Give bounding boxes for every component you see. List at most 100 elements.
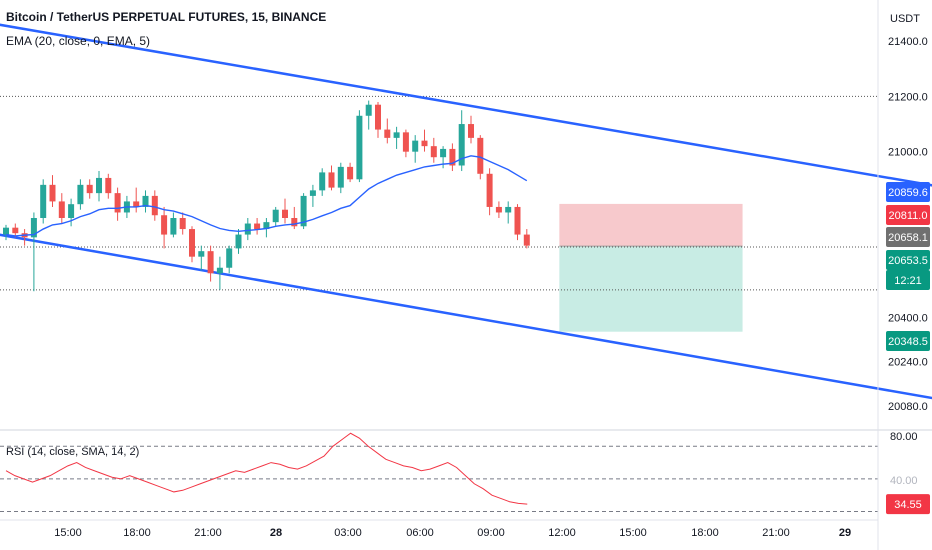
price-badge-bg xyxy=(886,270,930,290)
candle-body xyxy=(272,209,279,223)
candle-body xyxy=(133,201,140,207)
candle-body xyxy=(412,140,419,152)
rsi-legend: RSI (14, close, SMA, 14, 2) xyxy=(6,446,140,458)
price-axis: USDT21400.021200.021000.020400.020240.02… xyxy=(877,0,928,550)
rsi-line xyxy=(5,432,528,505)
price-badge-text: 20658.1 xyxy=(888,232,928,244)
candles xyxy=(3,100,530,292)
price-badge: 20653.5 xyxy=(886,250,930,270)
candle-body xyxy=(216,267,223,274)
time-tick: 21:00 xyxy=(194,527,222,539)
time-tick: 15:00 xyxy=(619,527,647,539)
candle-body xyxy=(86,184,93,194)
candle-body xyxy=(468,124,474,138)
candle-body xyxy=(375,104,381,130)
candle-body xyxy=(337,166,344,188)
candle-body xyxy=(105,177,112,194)
time-tick: 09:00 xyxy=(477,527,505,539)
rsi-panel xyxy=(0,429,932,512)
price-badge-bg xyxy=(886,227,930,247)
channel-line-lower xyxy=(0,233,932,400)
candle-body xyxy=(328,172,335,188)
candle-body xyxy=(49,184,56,202)
candle-body xyxy=(300,195,307,227)
channel-line-upper xyxy=(0,23,932,187)
candle-body xyxy=(244,223,251,235)
candle-body xyxy=(254,223,261,230)
ema-line xyxy=(5,155,528,237)
time-tick: 18:00 xyxy=(123,527,151,539)
candle-body xyxy=(226,248,233,268)
price-badge: 20811.0 xyxy=(886,205,930,225)
level-lines xyxy=(0,95,878,291)
candle-body xyxy=(58,201,65,218)
price-badge-bg xyxy=(886,205,930,225)
candle-body xyxy=(170,218,177,235)
candle-body xyxy=(495,206,502,213)
price-badges: 20859.6 20811.0 20658.1 20653.5 12:21 20348.5… xyxy=(886,182,930,515)
time-tick: 15:00 xyxy=(54,527,82,539)
candle-body xyxy=(235,234,242,249)
rsi-tick: 80.00 xyxy=(890,431,918,443)
stop-loss-zone xyxy=(559,203,743,247)
candle-body xyxy=(207,251,214,274)
indicator-legend: EMA (20, close, 0, EMA, 5) xyxy=(6,34,151,48)
candle-body xyxy=(3,227,9,235)
rsi-badge: 34.55 xyxy=(886,494,930,515)
candle-body xyxy=(523,234,530,246)
price-badge-text: 20859.6 xyxy=(888,187,928,199)
time-axis: 15:00 18:00 21:00 28 03:00 06:00 09:00 12:00 15:… xyxy=(0,519,878,539)
candle-body xyxy=(505,206,512,213)
price-badge: 20348.5 xyxy=(886,331,930,351)
candle-body xyxy=(68,204,75,218)
time-tick: 21:00 xyxy=(762,527,790,539)
candle-body xyxy=(151,195,158,216)
candle-body xyxy=(356,115,363,180)
price-badge-bg xyxy=(886,250,930,270)
candle-body xyxy=(347,166,354,180)
price-badge: 20658.1 xyxy=(886,227,930,247)
price-badge-bg xyxy=(886,182,930,202)
price-badge: 20859.6 xyxy=(886,182,930,202)
price-badge-text: 20653.5 xyxy=(888,255,928,267)
candle-body xyxy=(393,132,400,138)
price-badge-bg xyxy=(886,331,930,351)
candle-body xyxy=(430,146,437,158)
currency-label: USDT xyxy=(890,13,920,25)
candle-body xyxy=(30,218,37,238)
candle-body xyxy=(486,173,493,207)
time-tick: 29 xyxy=(839,527,851,539)
candle-body xyxy=(40,184,47,218)
candle-body xyxy=(402,132,409,152)
rsi-tick: 40.00 xyxy=(890,475,918,487)
candle-body xyxy=(142,195,149,207)
candle-body xyxy=(458,124,465,166)
price-badge: 12:21 xyxy=(886,270,930,290)
rsi-badge-text: 34.55 xyxy=(894,499,922,511)
candle-body xyxy=(189,229,195,257)
price-tick: 20240.0 xyxy=(888,357,928,369)
candle-body xyxy=(477,137,484,174)
candle-body xyxy=(12,227,19,234)
candle-body xyxy=(384,129,391,138)
price-tick: 21000.0 xyxy=(888,147,928,159)
symbol-title: Bitcoin / TetherUS PERPETUAL FUTURES, 15… xyxy=(6,10,327,24)
candle-body xyxy=(179,218,186,230)
price-badge-text: 20348.5 xyxy=(888,336,928,348)
candle-body xyxy=(77,184,84,205)
ema-20-line xyxy=(5,155,528,237)
time-tick: 12:00 xyxy=(548,527,576,539)
candle-body xyxy=(365,104,372,116)
rsi-badge-bg xyxy=(886,494,930,515)
candle-body xyxy=(291,218,298,227)
time-tick: 28 xyxy=(270,527,282,539)
candle-body xyxy=(114,193,121,213)
candle-body xyxy=(263,222,270,230)
candle-body xyxy=(282,209,288,218)
price-badge-text: 20811.0 xyxy=(889,210,928,222)
candle-body xyxy=(440,148,447,158)
candle-body xyxy=(198,251,205,257)
candle-body xyxy=(309,190,316,196)
